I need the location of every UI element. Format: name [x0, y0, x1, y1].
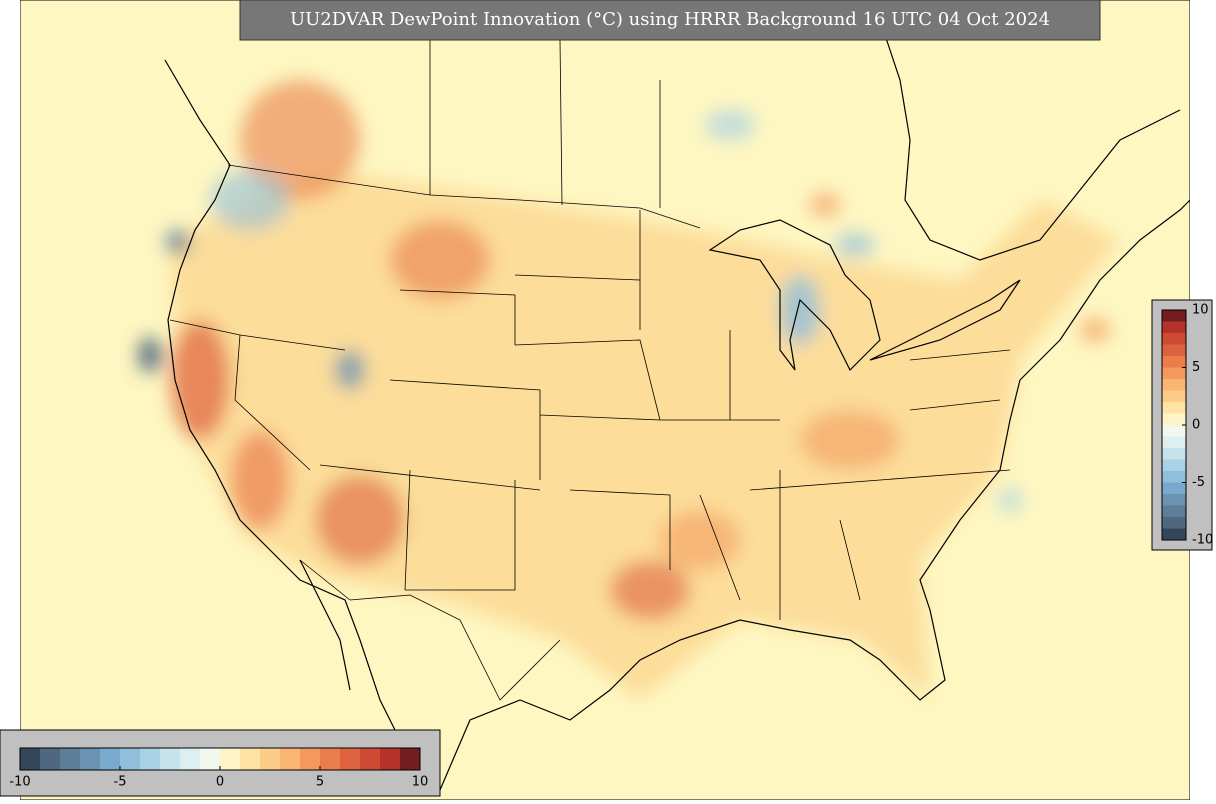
- colorbar-bin: [280, 748, 300, 770]
- colorbar-bin: [1162, 528, 1186, 540]
- colorbar-bin: [1162, 425, 1186, 437]
- colorbar-bin: [240, 748, 260, 770]
- colorbar-bin: [320, 748, 340, 770]
- title-box: [239, 0, 1101, 41]
- colorbar-bin: [60, 748, 80, 770]
- colorbar-tick-label: -10: [1192, 533, 1213, 548]
- title: UU2DVAR DewPoint Innovation (°C) using H…: [290, 9, 1050, 30]
- colorbar-bin: [40, 748, 60, 770]
- colorbar-tick-label: 10: [1192, 303, 1209, 318]
- map: [20, 0, 1190, 800]
- colorbar-tick-label: 10: [412, 775, 429, 790]
- colorbar-tick-label: -5: [1192, 475, 1205, 490]
- colorbar-bin: [400, 748, 420, 770]
- colorbar-bin: [1162, 390, 1186, 402]
- colorbar-bin: [1162, 402, 1186, 414]
- colorbar-bin: [20, 748, 40, 770]
- colorbar-tick-label: 0: [1192, 418, 1200, 433]
- borders: [169, 10, 1011, 701]
- colorbar-bin: [1162, 413, 1186, 425]
- coastlines: [164, 19, 1190, 791]
- colorbar-bin: [1162, 344, 1186, 356]
- colorbar-tick-label: 5: [316, 775, 324, 790]
- colorbar-bin: [360, 748, 380, 770]
- colorbar-bin: [1162, 448, 1186, 460]
- colorbar-bin: [200, 748, 220, 770]
- colorbar-bin: [1162, 436, 1186, 448]
- colorbar-bin: [1162, 367, 1186, 379]
- colorbar-bin: [100, 748, 120, 770]
- colorbar-bin: [140, 748, 160, 770]
- colorbar-bin: [1162, 379, 1186, 391]
- colorbar-bin: [300, 748, 320, 770]
- colorbar-bin: [380, 748, 400, 770]
- colorbar-bin: [1162, 459, 1186, 471]
- colorbar-bin: [340, 748, 360, 770]
- colorbar-bin: [80, 748, 100, 770]
- colorbar-tick-label: -10: [9, 775, 30, 790]
- colorbar-tick-label: 0: [216, 775, 224, 790]
- innovation-field: [138, 80, 1120, 700]
- colorbar-tick-label: 5: [1192, 360, 1200, 375]
- colorbar-bin: [1162, 517, 1186, 529]
- colorbar-tick-label: -5: [114, 775, 127, 790]
- colorbar-bin: [1162, 494, 1186, 506]
- colorbar-bin: [120, 748, 140, 770]
- colorbar-bin: [1162, 482, 1186, 494]
- colorbar-bin: [1162, 310, 1186, 322]
- colorbar-bin: [260, 748, 280, 770]
- colorbar-bin: [1162, 333, 1186, 345]
- colorbar-bin: [160, 748, 180, 770]
- colorbar-bin: [180, 748, 200, 770]
- colorbar-bin: [1162, 321, 1186, 333]
- colorbar-bin: [1162, 356, 1186, 368]
- colorbar-bin: [1162, 505, 1186, 517]
- colorbar-bin: [220, 748, 240, 770]
- colorbar-bin: [1162, 471, 1186, 483]
